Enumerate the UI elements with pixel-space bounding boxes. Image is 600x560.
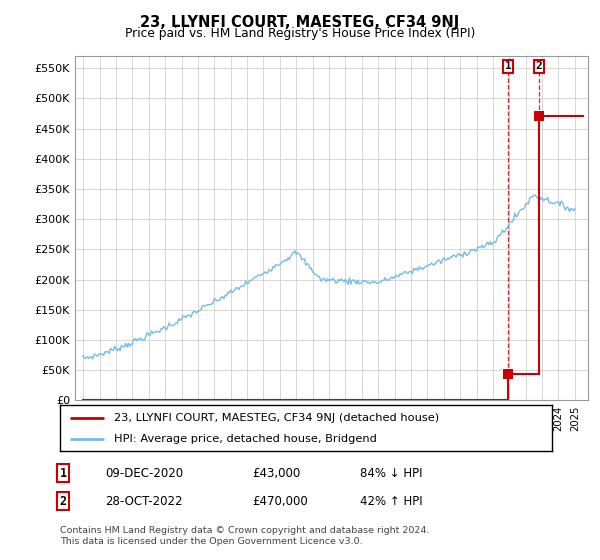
Text: 23, LLYNFI COURT, MAESTEG, CF34 9NJ (detached house): 23, LLYNFI COURT, MAESTEG, CF34 9NJ (det…: [114, 413, 439, 423]
Text: Price paid vs. HM Land Registry's House Price Index (HPI): Price paid vs. HM Land Registry's House …: [125, 27, 475, 40]
Text: 09-DEC-2020: 09-DEC-2020: [105, 466, 183, 480]
Text: 1: 1: [59, 466, 67, 480]
Text: 2: 2: [536, 61, 542, 71]
Text: 28-OCT-2022: 28-OCT-2022: [105, 494, 182, 508]
Text: 1: 1: [505, 61, 511, 71]
Text: 2: 2: [59, 494, 67, 508]
Text: 23, LLYNFI COURT, MAESTEG, CF34 9NJ: 23, LLYNFI COURT, MAESTEG, CF34 9NJ: [140, 15, 460, 30]
Text: HPI: Average price, detached house, Bridgend: HPI: Average price, detached house, Brid…: [114, 435, 377, 444]
Text: 84% ↓ HPI: 84% ↓ HPI: [360, 466, 422, 480]
Text: Contains HM Land Registry data © Crown copyright and database right 2024.
This d: Contains HM Land Registry data © Crown c…: [60, 526, 430, 546]
Text: £470,000: £470,000: [252, 494, 308, 508]
Text: 42% ↑ HPI: 42% ↑ HPI: [360, 494, 422, 508]
Text: £43,000: £43,000: [252, 466, 300, 480]
